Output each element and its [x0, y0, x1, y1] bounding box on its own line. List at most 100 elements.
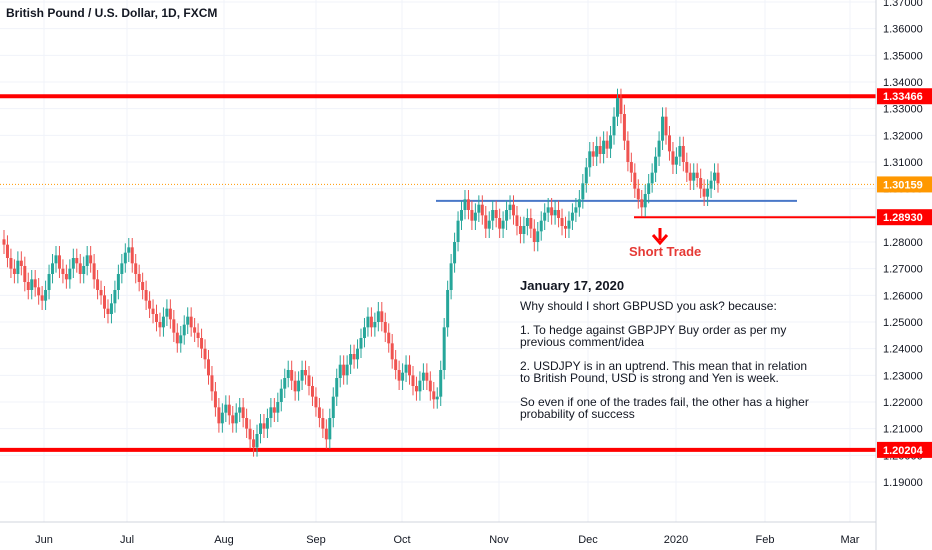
candle-body: [16, 260, 20, 274]
candle-body: [539, 220, 543, 232]
candle-body: [432, 391, 436, 400]
candle-body: [352, 354, 356, 360]
candle-body: [595, 146, 599, 157]
candle-body: [196, 332, 200, 338]
y-tick-label: 1.36000: [883, 24, 923, 36]
candle-body: [317, 407, 321, 418]
candle-body: [570, 212, 574, 221]
candle-body: [328, 418, 332, 440]
candle-body: [234, 412, 238, 424]
candle-body: [279, 388, 283, 402]
candle-body: [584, 167, 588, 184]
candle-body: [151, 308, 155, 314]
candle-body: [414, 386, 418, 392]
candle-body: [636, 188, 640, 200]
candle-body: [466, 199, 470, 210]
candle-body: [148, 300, 152, 309]
candle-body: [654, 156, 658, 173]
candle-body: [134, 263, 138, 274]
candle-body: [51, 263, 55, 274]
price-axis[interactable]: 1.190001.200001.210001.220001.230001.240…: [875, 0, 932, 550]
short-trade-annotation: Short Trade: [629, 228, 701, 259]
candle-body: [255, 434, 259, 448]
candle-body: [512, 204, 516, 216]
candle-body: [9, 258, 13, 269]
candle-body: [598, 146, 602, 154]
candle-body: [293, 380, 297, 392]
x-tick-label: Dec: [578, 534, 598, 546]
candle-body: [380, 311, 384, 322]
candle-body: [567, 220, 571, 229]
candle-body: [369, 316, 373, 328]
candle-body: [245, 418, 249, 429]
candle-body: [563, 226, 567, 229]
candle-body: [376, 311, 380, 322]
candle-body: [141, 282, 145, 290]
candle-body: [536, 231, 540, 242]
candle-body: [23, 266, 27, 282]
candle-body: [210, 375, 214, 392]
candle-body: [667, 135, 671, 152]
candle-body: [633, 172, 637, 189]
candle-body: [529, 218, 533, 229]
candle-body: [650, 172, 654, 184]
candle-body: [473, 212, 477, 221]
candle-body: [685, 162, 689, 173]
candle-body: [331, 396, 335, 418]
candle-body: [619, 98, 623, 114]
candle-body: [113, 290, 117, 304]
candle-body: [203, 348, 207, 360]
x-tick-label: Jun: [35, 534, 53, 546]
candle-body: [130, 247, 134, 264]
time-axis[interactable]: Jun Jul Aug Sep Oct Nov Dec 2020 Feb Mar: [0, 521, 876, 546]
candle-body: [425, 372, 429, 381]
x-tick-label: Aug: [214, 534, 234, 546]
candle-body: [345, 364, 349, 376]
candle-body: [674, 156, 678, 165]
candlestick-series: [2, 88, 720, 457]
candle-body: [262, 423, 266, 429]
candle-body: [144, 290, 148, 301]
y-tick-label: 1.33000: [883, 104, 923, 116]
candle-body: [362, 327, 366, 338]
candle-body: [89, 255, 93, 264]
price-label-bg: [877, 441, 932, 458]
candle-body: [310, 386, 314, 397]
candle-body: [574, 207, 578, 213]
note-conclusion: So even if one of the trades fail, the o…: [520, 395, 809, 421]
candle-body: [397, 370, 401, 381]
candle-body: [248, 428, 252, 440]
candle-body: [356, 348, 360, 360]
note-point-1: 1. To hedge against GBPJPY Buy order as …: [520, 323, 787, 349]
candle-body: [681, 146, 685, 162]
candle-body: [217, 407, 221, 424]
candle-body: [47, 274, 51, 290]
candle-body: [78, 263, 82, 274]
candle-body: [258, 423, 262, 434]
y-tick-label: 1.22000: [883, 397, 923, 409]
candle-body: [359, 338, 363, 349]
candle-body: [671, 151, 675, 165]
candle-body: [189, 316, 193, 328]
candle-body: [657, 140, 661, 157]
candle-body: [390, 343, 394, 360]
x-tick-label: Jul: [120, 534, 134, 546]
price-label-bg: [877, 209, 932, 226]
y-tick-label: 1.26000: [883, 290, 923, 302]
candle-body: [487, 220, 491, 229]
candle-body: [68, 268, 72, 280]
candle-body: [692, 172, 696, 181]
y-tick-label: 1.24000: [883, 344, 923, 356]
candle-body: [713, 172, 717, 181]
candle-body: [491, 210, 495, 221]
candle-body: [165, 308, 169, 317]
candle-body: [515, 215, 519, 226]
candle-body: [186, 316, 190, 325]
x-tick-label: Sep: [306, 534, 326, 546]
candle-body: [435, 396, 439, 400]
candle-body: [560, 218, 564, 226]
candle-body: [182, 324, 186, 336]
candle-body: [557, 210, 561, 218]
candle-body: [224, 404, 228, 413]
